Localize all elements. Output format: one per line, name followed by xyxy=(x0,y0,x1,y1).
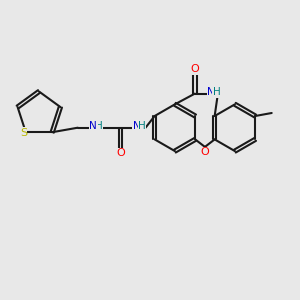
Text: H: H xyxy=(138,121,146,131)
Text: O: O xyxy=(190,64,199,74)
Text: O: O xyxy=(201,147,209,157)
Text: O: O xyxy=(116,148,125,158)
Text: H: H xyxy=(95,121,103,131)
Text: N: N xyxy=(207,87,215,97)
Text: N: N xyxy=(89,121,97,131)
Text: S: S xyxy=(20,128,27,138)
Text: H: H xyxy=(212,87,220,97)
Text: N: N xyxy=(133,121,140,131)
